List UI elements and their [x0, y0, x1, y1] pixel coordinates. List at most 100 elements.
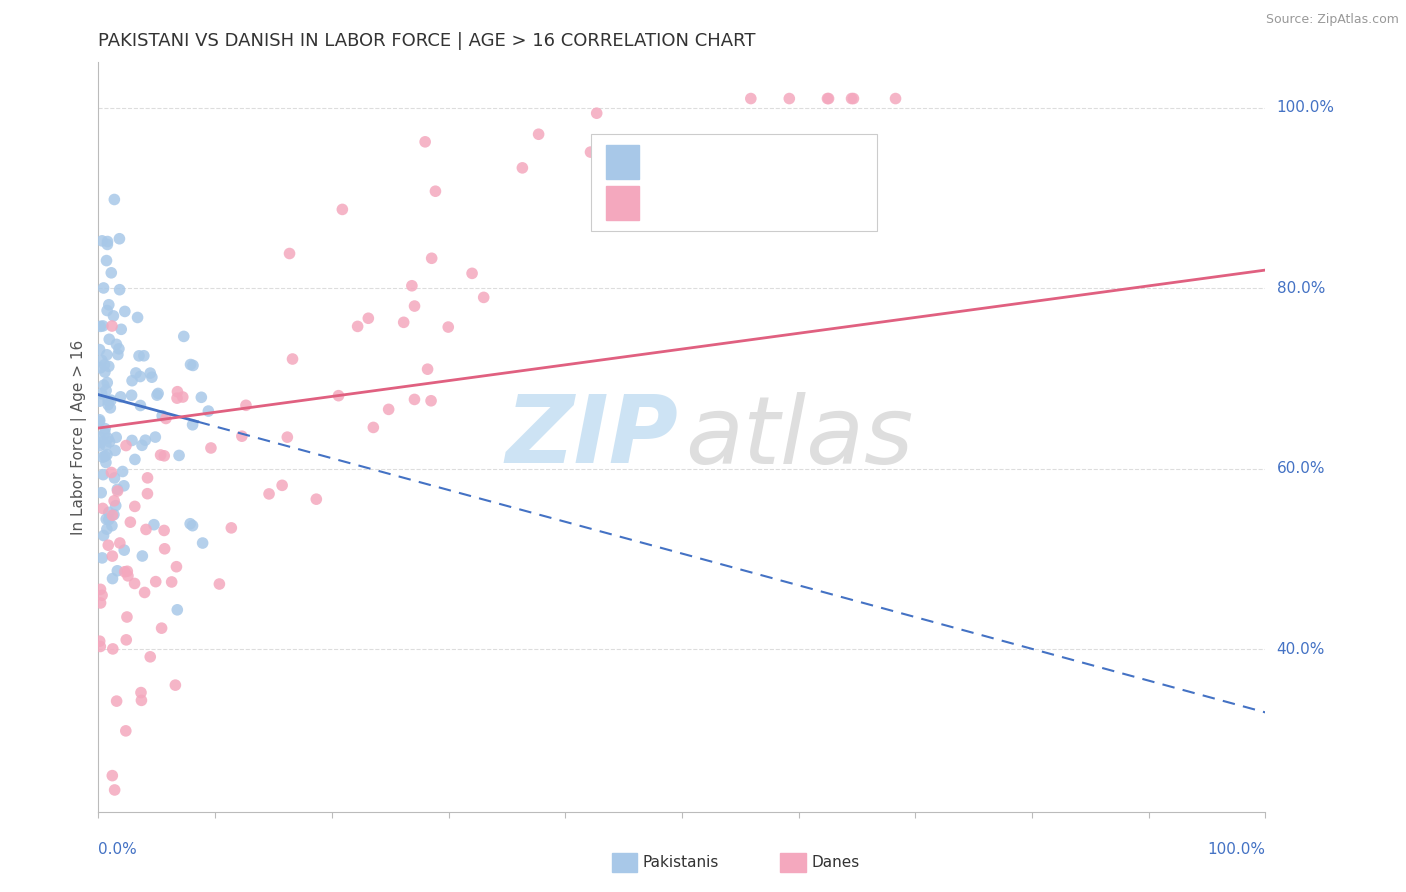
Point — [740, 91, 762, 105]
Point — [131, 438, 153, 452]
Point — [127, 310, 149, 325]
Point — [129, 369, 152, 384]
Point — [94, 384, 117, 398]
Point — [585, 106, 607, 120]
Point — [420, 252, 443, 266]
Point — [172, 390, 194, 404]
Point — [115, 439, 138, 453]
Point — [91, 450, 114, 465]
Text: 60.0%: 60.0% — [1277, 461, 1324, 476]
Point — [101, 572, 124, 586]
Point — [527, 127, 550, 141]
Text: 80.0%: 80.0% — [1277, 281, 1324, 295]
Point — [165, 678, 187, 692]
Point — [97, 298, 120, 312]
Point — [105, 483, 128, 497]
Point — [93, 528, 115, 542]
Point — [90, 386, 112, 401]
Point — [191, 536, 214, 550]
Point — [94, 365, 117, 379]
Point — [276, 430, 298, 444]
Point — [112, 543, 135, 558]
Point — [121, 434, 143, 448]
Point — [153, 541, 176, 556]
Point — [89, 640, 111, 654]
Point — [139, 366, 162, 380]
Point — [413, 135, 436, 149]
Point — [103, 471, 125, 485]
Point — [181, 518, 204, 533]
Point — [437, 320, 460, 334]
Point — [100, 393, 122, 408]
Point — [117, 564, 139, 578]
Point — [131, 693, 153, 707]
Point — [114, 304, 136, 318]
Point — [91, 318, 114, 333]
Point — [94, 438, 117, 452]
Point — [173, 329, 195, 343]
Point — [94, 455, 117, 469]
Point — [105, 694, 128, 708]
Point — [89, 430, 111, 444]
Point — [120, 515, 142, 529]
Point — [208, 577, 231, 591]
Point — [141, 370, 163, 384]
Point — [97, 538, 120, 552]
Point — [461, 266, 484, 280]
Point — [91, 501, 114, 516]
Point — [124, 452, 146, 467]
FancyBboxPatch shape — [606, 186, 638, 219]
Point — [96, 512, 118, 526]
Point — [166, 603, 188, 617]
Point — [97, 505, 120, 519]
Point — [121, 388, 143, 402]
Point — [401, 278, 423, 293]
Point — [103, 193, 125, 207]
Point — [121, 374, 143, 388]
Point — [150, 409, 173, 423]
Point — [167, 449, 190, 463]
Point — [136, 486, 159, 500]
Point — [100, 466, 122, 480]
Text: N =: N = — [782, 153, 820, 171]
Point — [132, 349, 155, 363]
Point — [346, 319, 368, 334]
Point — [96, 237, 118, 252]
Point — [103, 309, 125, 323]
Text: R =: R = — [651, 153, 686, 171]
Point — [181, 359, 204, 373]
Point — [101, 508, 124, 523]
Point — [404, 299, 426, 313]
Point — [257, 487, 280, 501]
Text: atlas: atlas — [685, 392, 914, 483]
Point — [330, 202, 353, 217]
Point — [114, 723, 136, 738]
Text: 40.0%: 40.0% — [1277, 641, 1324, 657]
Point — [104, 783, 127, 797]
Point — [149, 448, 172, 462]
Point — [108, 342, 131, 356]
Text: PAKISTANI VS DANISH IN LABOR FORCE | AGE > 16 CORRELATION CHART: PAKISTANI VS DANISH IN LABOR FORCE | AGE… — [98, 32, 756, 50]
Point — [89, 439, 111, 453]
Point — [129, 399, 152, 413]
Point — [96, 348, 118, 362]
Point — [579, 145, 602, 160]
Point — [180, 358, 202, 372]
Point — [94, 422, 117, 436]
Point — [153, 524, 176, 538]
Point — [305, 492, 328, 507]
Point — [357, 311, 380, 326]
Point — [105, 337, 128, 351]
Point — [90, 353, 112, 368]
Point — [135, 523, 157, 537]
Point — [704, 146, 727, 161]
Point — [114, 565, 136, 579]
Point — [281, 351, 304, 366]
Point — [134, 434, 156, 448]
Point — [108, 283, 131, 297]
Point — [101, 549, 124, 563]
FancyBboxPatch shape — [591, 134, 877, 231]
Point — [817, 91, 839, 105]
Point — [404, 392, 426, 407]
Point — [160, 574, 183, 589]
